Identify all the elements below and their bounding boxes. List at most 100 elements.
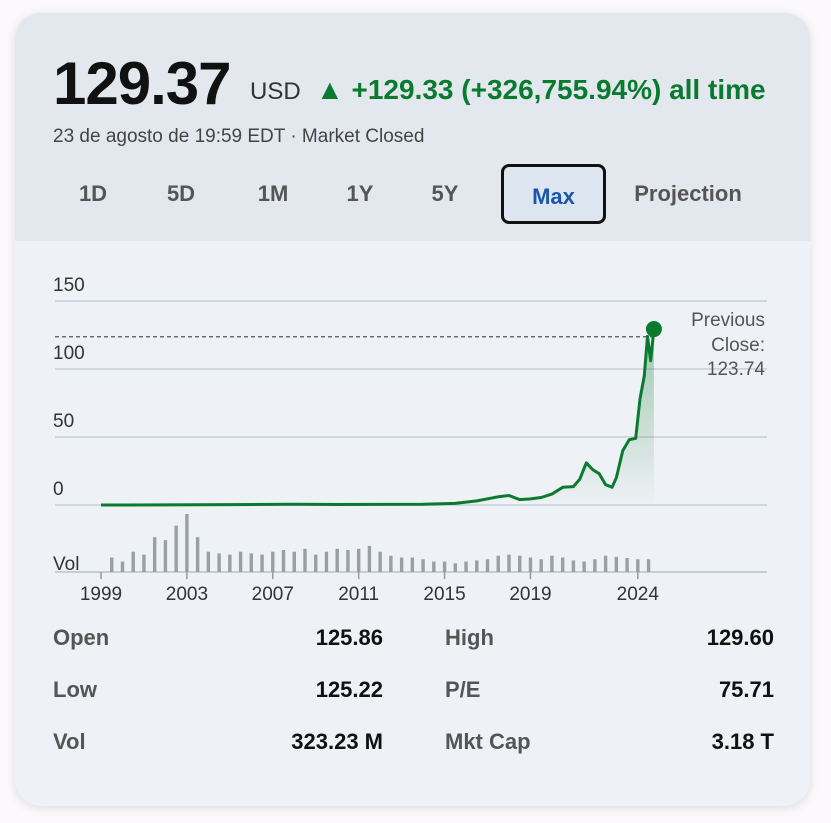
volume-bar: [110, 557, 114, 572]
volume-bar: [593, 559, 597, 572]
tab-5d[interactable]: 5D: [166, 181, 196, 206]
volume-bar: [625, 558, 629, 572]
x-tick-label: 2011: [338, 584, 379, 605]
volume-bar: [228, 554, 232, 572]
stat-value-125-22: 125.22: [315, 677, 383, 702]
volume-bar: [560, 557, 565, 572]
volume-bar: [281, 549, 286, 572]
stat-value-75-71: 75.71: [718, 677, 774, 702]
volume-bar: [206, 551, 211, 572]
tab-max[interactable]: Max: [501, 164, 606, 224]
volume-bar: [528, 557, 533, 572]
tab-5y[interactable]: 5Y: [431, 181, 459, 206]
x-tick-label: 2015: [423, 584, 465, 605]
volume-bar: [432, 561, 436, 572]
stat-value-3-18-t: 3.18 T: [711, 729, 774, 754]
volume-bar: [399, 557, 404, 572]
price-line: [100, 328, 656, 507]
header-panel: 129.37 USD ▲ +129.33 (+326,755.94%) all …: [15, 13, 810, 241]
stat-label-low: Low: [53, 677, 97, 702]
volume-label: Vol: [53, 554, 79, 575]
stats-row: Low 125.22 P/E 75.71: [53, 677, 774, 717]
up-arrow-icon: ▲: [316, 74, 344, 105]
tab-1d[interactable]: 1D: [78, 181, 108, 206]
stat-label-high: High: [445, 625, 494, 650]
previous-close-value: 123.74: [707, 359, 766, 380]
volume-bar: [260, 554, 264, 572]
x-tick-label: 2007: [252, 584, 294, 605]
volume-bar: [507, 554, 511, 572]
volume-bar: [571, 560, 576, 572]
volume-bar: [195, 537, 200, 572]
volume-bar: [475, 560, 479, 572]
volume-bar: [249, 553, 254, 572]
x-tick-label: 1999: [80, 584, 122, 605]
y-tick-label: 50: [53, 411, 74, 432]
volume-bar: [163, 540, 168, 572]
stat-value-323-23-m: 323.23 M: [291, 729, 383, 754]
volume-bar: [303, 548, 307, 572]
x-tick-label: 2019: [509, 584, 551, 605]
previous-close-label: Previous: [691, 310, 765, 331]
volume-bar: [356, 548, 361, 572]
volume-bar: [603, 555, 608, 572]
volume-bar: [292, 551, 296, 572]
volume-bar: [314, 554, 318, 572]
y-tick-label: 0: [53, 479, 64, 500]
volume-bar: [152, 537, 157, 572]
price-area: [530, 329, 654, 505]
volume-bar: [324, 551, 329, 572]
volume-bar: [131, 551, 135, 572]
volume-bar: [346, 549, 350, 572]
volume-bar: [485, 559, 490, 572]
volume-bar: [378, 551, 382, 572]
volume-bar: [636, 559, 640, 572]
price-change: ▲ +129.33 (+326,755.94%) all time: [316, 74, 774, 106]
volume-bar: [238, 551, 243, 572]
x-tick-label: 2024: [617, 584, 660, 605]
volume-bar: [217, 553, 221, 572]
volume-bar: [367, 545, 372, 572]
volume-bar: [185, 514, 189, 572]
volume-bar: [421, 559, 425, 572]
volume-bar: [389, 555, 393, 572]
volume-bar: [142, 554, 146, 572]
y-tick-label: 100: [53, 343, 85, 364]
tab-1y[interactable]: 1Y: [346, 181, 374, 206]
stat-label-vol: Vol: [53, 729, 86, 754]
volume-bar: [453, 563, 458, 572]
market-status: 23 de agosto de 19:59 EDT · Market Close…: [53, 126, 425, 147]
volume-bar: [120, 561, 125, 572]
tab-1m[interactable]: 1M: [257, 181, 289, 206]
volume-bar: [646, 559, 651, 572]
y-tick-label: 150: [53, 275, 85, 296]
last-price-dot[interactable]: [645, 321, 662, 338]
previous-close-label-2: Close:: [711, 335, 765, 356]
stats-row: Open 125.86 High 129.60: [53, 625, 774, 665]
volume-bar: [550, 555, 554, 572]
volume-bar: [271, 551, 275, 572]
volume-bar: [496, 555, 500, 572]
tab-projection[interactable]: Projection: [634, 181, 742, 206]
volume-bar: [614, 556, 619, 572]
stat-label-p-e: P/E: [445, 677, 481, 702]
x-tick-label: 2003: [166, 584, 208, 605]
change-text: +129.33 (+326,755.94%) all time: [351, 74, 766, 105]
volume-bar: [518, 555, 522, 572]
stats-row: Vol 323.23 M Mkt Cap 3.18 T: [53, 729, 774, 769]
stock-card: 129.37 USD ▲ +129.33 (+326,755.94%) all …: [15, 13, 810, 806]
volume-bar: [410, 557, 415, 572]
current-price: 129.37: [53, 50, 232, 117]
currency-label: USD: [250, 78, 301, 105]
stat-value-129-60: 129.60: [706, 625, 774, 650]
volume-bar: [174, 525, 178, 572]
volume-bar: [582, 561, 586, 572]
stat-label-mkt-cap: Mkt Cap: [445, 729, 531, 754]
volume-bar: [442, 561, 447, 572]
volume-bar: [335, 548, 339, 572]
stat-label-open: Open: [53, 625, 110, 650]
volume-bar: [464, 561, 468, 572]
volume-bar: [539, 559, 543, 572]
stat-value-125-86: 125.86: [315, 625, 383, 650]
